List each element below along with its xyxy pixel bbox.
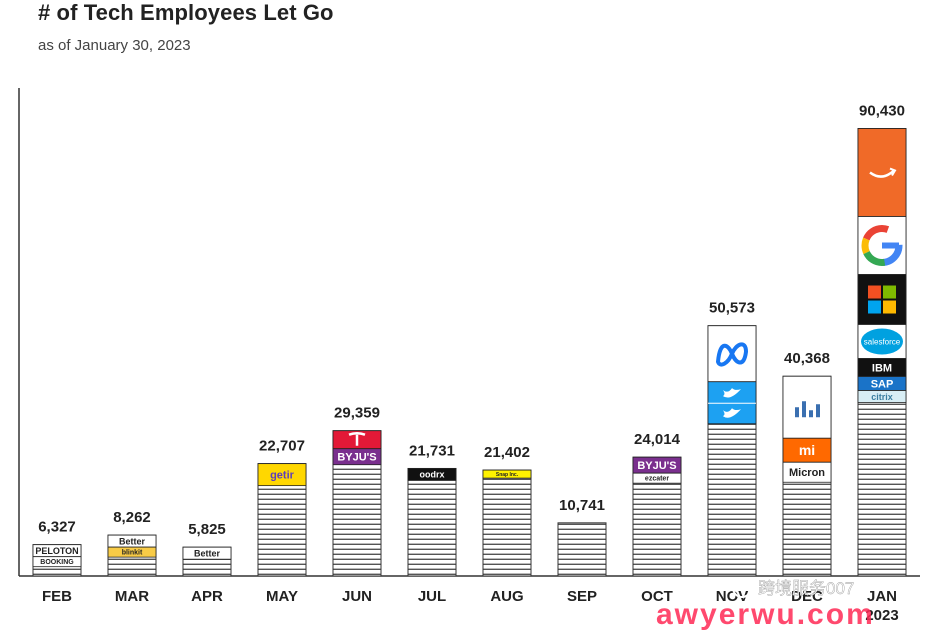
micron-logo-tile: Micron <box>782 461 832 483</box>
svg-text:Better: Better <box>119 536 146 546</box>
value-label-nov: 50,573 <box>709 300 755 317</box>
bar-jul <box>407 467 457 577</box>
better-logo-tile: Better <box>107 534 157 548</box>
amazon-logo-tile <box>857 128 907 217</box>
svg-text:Micron: Micron <box>789 467 825 479</box>
wechat-icon <box>732 578 752 598</box>
svg-text:Better: Better <box>194 548 221 558</box>
tick-label-oct: OCT <box>641 588 673 605</box>
tick-label-year: 2023 <box>865 607 898 624</box>
value-label-oct: 24,014 <box>634 431 681 448</box>
ibm-logo-tile: IBM <box>857 358 907 377</box>
svg-text:salesforce: salesforce <box>864 338 901 347</box>
svg-text:BOOKING: BOOKING <box>40 559 74 566</box>
xiaomi-logo-tile: mi <box>782 437 832 463</box>
tick-label-dec: DEC <box>791 588 823 605</box>
tick-label-may: MAY <box>266 588 298 605</box>
booking-logo-tile: BOOKING <box>32 556 82 568</box>
svg-text:Snap Inc.: Snap Inc. <box>496 472 519 478</box>
tick-label-feb: FEB <box>42 588 72 605</box>
analytics-bars-icon <box>802 401 806 418</box>
value-label-aug: 21,402 <box>484 444 530 461</box>
byjus-logo-tile: BYJU'S <box>332 448 382 466</box>
snap-logo-tile: Snap Inc. <box>482 469 532 479</box>
goodrx-logo-tile: oodrx <box>407 468 457 481</box>
tesla-t-icon <box>348 431 366 446</box>
value-label-jan: 90,430 <box>859 103 905 120</box>
analytics-bars-icon <box>809 410 813 418</box>
value-label-mar: 8,262 <box>113 509 151 526</box>
tick-label-jan: JAN <box>867 588 897 605</box>
tick-label-jul: JUL <box>418 588 446 605</box>
ezcater-logo-tile: ezcater <box>632 472 682 484</box>
svg-text:IBM: IBM <box>872 362 892 374</box>
value-label-apr: 5,825 <box>188 521 226 538</box>
salesforce-logo-tile: salesforce <box>857 324 907 359</box>
meta-logo-tile <box>707 325 757 383</box>
analytics-bars-icon <box>816 404 820 418</box>
watermark-account: 跨境服务007 <box>758 579 854 598</box>
value-label-dec: 40,368 <box>784 350 830 367</box>
chart-title: # of Tech Employees Let Go <box>38 0 334 25</box>
svg-text:citrix: citrix <box>871 392 893 402</box>
tick-label-apr: APR <box>191 588 223 605</box>
tick-label-sep: SEP <box>567 588 597 605</box>
value-label-may: 22,707 <box>259 438 305 455</box>
tesla-logo-tile <box>332 430 382 450</box>
svg-text:mi: mi <box>799 442 815 458</box>
salesforce-cloud-icon <box>861 328 903 355</box>
value-label-sep: 10,741 <box>559 497 605 514</box>
microsoft-logo-tile <box>857 274 907 325</box>
value-label-feb: 6,327 <box>38 519 76 536</box>
google-logo-tile <box>857 216 907 275</box>
svg-text:SAP: SAP <box>871 378 894 390</box>
byjus-logo-tile: BYJU'S <box>632 456 682 474</box>
analytics-bars-icon <box>795 407 799 418</box>
tick-label-mar: MAR <box>115 588 149 605</box>
analytics-logo-tile <box>782 375 832 439</box>
watermark-site: awyerwu.com <box>656 598 875 631</box>
svg-text:PELOTON: PELOTON <box>35 546 78 556</box>
amazon-smile-icon <box>869 169 895 178</box>
svg-text:getir: getir <box>270 470 295 482</box>
peloton-logo-tile: PELOTON <box>32 544 82 558</box>
tick-label-nov: NOV <box>716 588 749 605</box>
sap-logo-tile: SAP <box>857 376 907 391</box>
svg-text:BYJU'S: BYJU'S <box>637 460 676 472</box>
microsoft-squares-icon <box>868 285 881 299</box>
citrix-logo-tile: citrix <box>857 390 907 403</box>
tick-label-jun: JUN <box>342 588 372 605</box>
blinkit-logo-tile: blinkit <box>107 546 157 558</box>
value-label-jun: 29,359 <box>334 405 380 422</box>
bar-aug <box>482 469 532 577</box>
svg-text:ezcater: ezcater <box>645 476 669 483</box>
twitter-logo-tile <box>707 381 757 425</box>
svg-text:blinkit: blinkit <box>122 550 143 557</box>
value-label-jul: 21,731 <box>409 442 455 459</box>
twitter-bird-icon <box>723 408 741 418</box>
svg-text:BYJU'S: BYJU'S <box>337 452 376 464</box>
svg-text:oodrx: oodrx <box>419 470 444 480</box>
bar-sep <box>557 522 607 577</box>
better-logo-tile: Better <box>182 546 232 560</box>
getir-logo-tile: getir <box>257 463 307 487</box>
tick-label-aug: AUG <box>490 588 523 605</box>
meta-infinity-icon <box>715 342 749 367</box>
chart-subtitle: as of January 30, 2023 <box>38 37 191 54</box>
twitter-bird-icon <box>723 388 741 398</box>
